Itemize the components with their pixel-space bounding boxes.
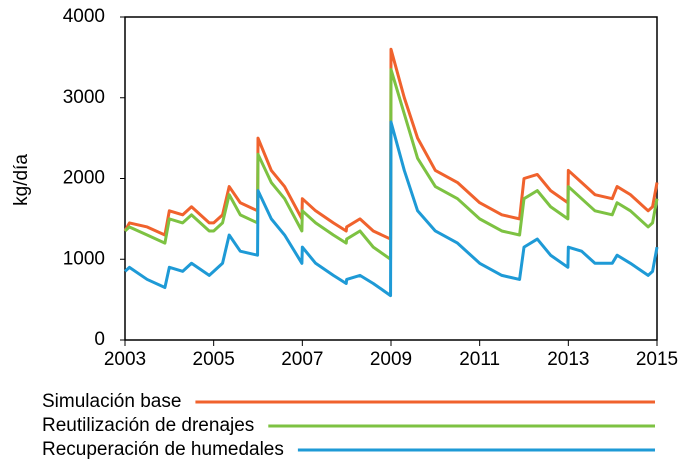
y-axis-label: kg/día xyxy=(11,154,32,206)
x-tick-label: 2009 xyxy=(370,349,412,370)
legend-label: Simulación base xyxy=(42,391,181,412)
legend-label: Recuperación de humedales xyxy=(42,439,284,460)
data-line xyxy=(123,67,659,261)
y-tick-label: 1000 xyxy=(63,248,105,269)
x-tick-label: 2013 xyxy=(547,349,589,370)
legend-label: Reutilización de drenajes xyxy=(42,415,254,436)
data-line xyxy=(123,120,659,298)
y-tick-label: 0 xyxy=(94,329,105,350)
y-tick-label: 4000 xyxy=(63,6,105,27)
x-tick-label: 2007 xyxy=(281,349,323,370)
y-tick-label: 2000 xyxy=(63,168,105,189)
x-tick-label: 2005 xyxy=(193,349,235,370)
x-tick-label: 2015 xyxy=(636,349,678,370)
y-tick-label: 3000 xyxy=(63,87,105,108)
x-tick-label: 2011 xyxy=(459,349,500,370)
data-line xyxy=(123,47,659,241)
x-tick-label: 2003 xyxy=(104,349,146,370)
